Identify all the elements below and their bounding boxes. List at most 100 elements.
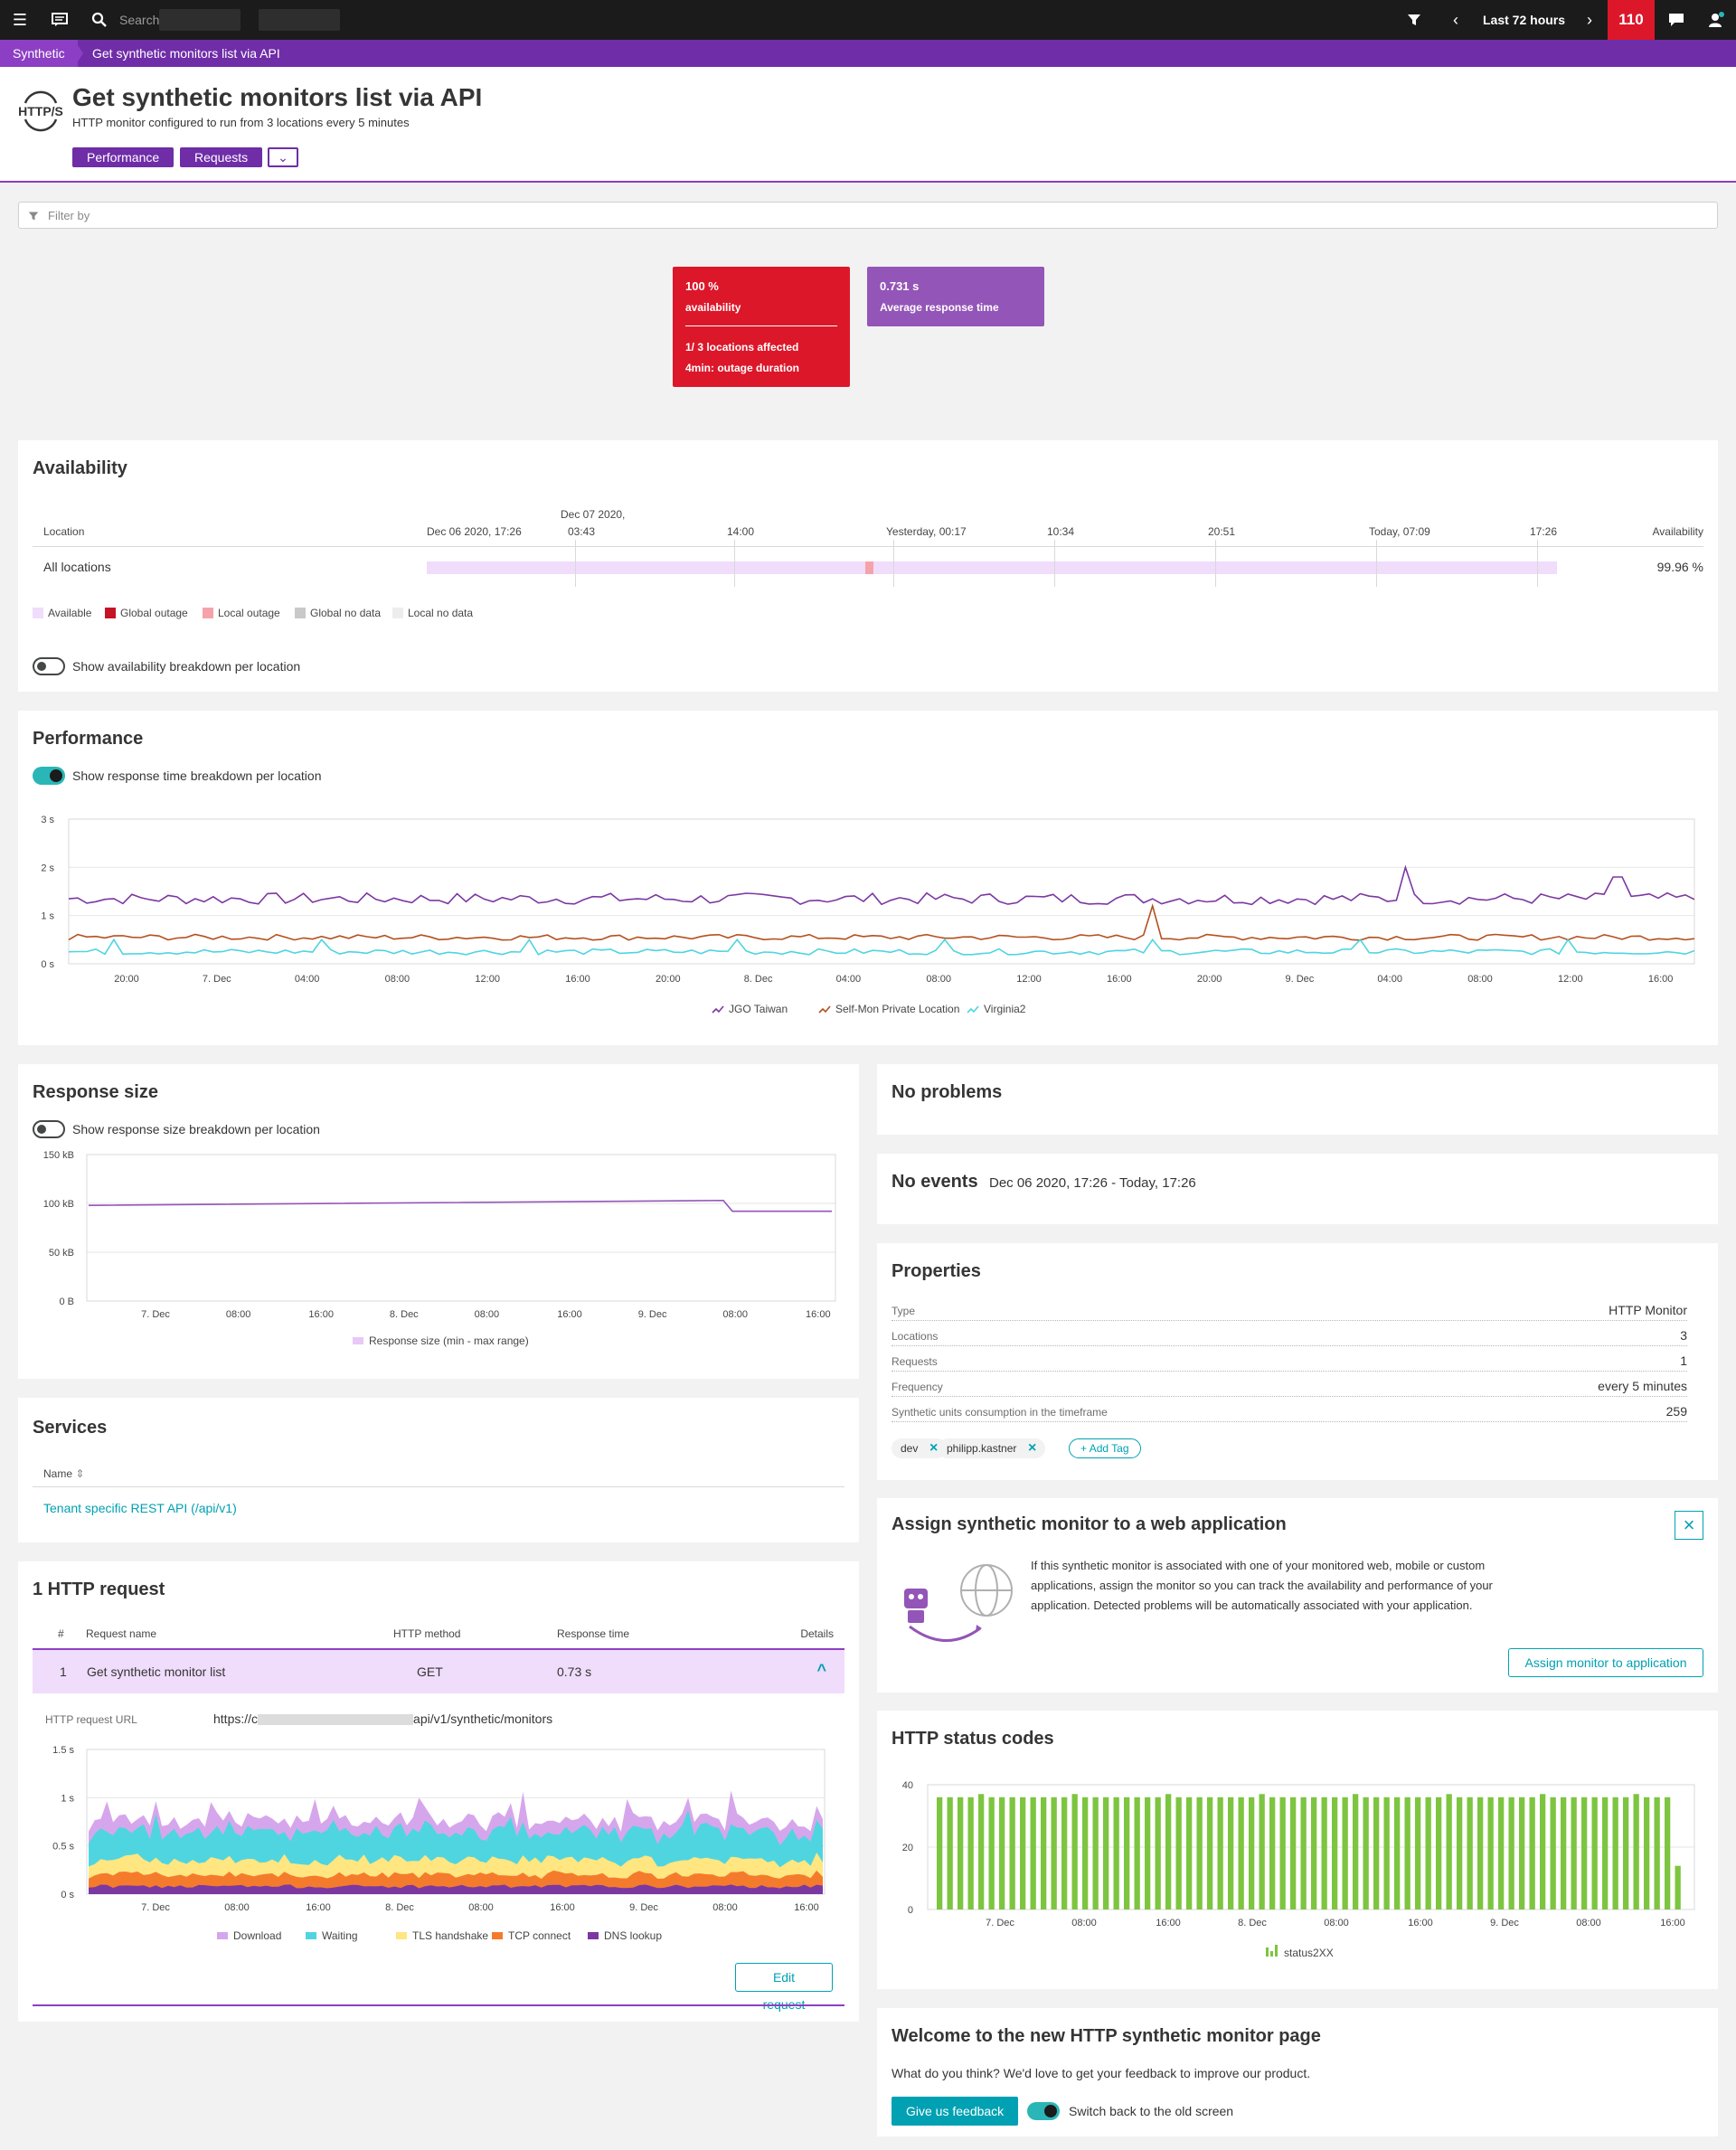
timeline-tick-label: Today, 07:09 bbox=[1369, 525, 1430, 538]
x-tick-label: 20:00 bbox=[1197, 974, 1222, 985]
response-size-panel: Response size Show response size breakdo… bbox=[18, 1064, 859, 1379]
redacted-text bbox=[258, 1714, 414, 1726]
menu-icon[interactable]: ☰ bbox=[12, 10, 28, 29]
give-feedback-button[interactable]: Give us feedback bbox=[892, 2097, 1019, 2126]
status-bar bbox=[1581, 1796, 1588, 1910]
breadcrumb-synthetic[interactable]: Synthetic bbox=[0, 40, 78, 67]
status-bar bbox=[1561, 1796, 1567, 1910]
status-bar bbox=[1446, 1794, 1452, 1910]
timeline-gridline bbox=[1054, 540, 1055, 587]
response-breakdown-toggle[interactable] bbox=[33, 767, 65, 785]
tag-dev[interactable]: dev × bbox=[892, 1438, 948, 1458]
local-outage-segment[interactable] bbox=[865, 561, 873, 574]
chat-icon[interactable] bbox=[47, 0, 72, 40]
legend-item: Global outage bbox=[105, 607, 188, 619]
legend-swatch bbox=[306, 1932, 316, 1939]
close-icon[interactable]: × bbox=[1028, 1440, 1037, 1456]
status-bar bbox=[999, 1796, 1005, 1910]
performance-button[interactable]: Performance bbox=[72, 147, 175, 167]
problems-badge[interactable]: 110 bbox=[1608, 0, 1655, 40]
status-bar bbox=[1487, 1796, 1494, 1910]
availability-value: 100 % bbox=[685, 279, 719, 293]
x-tick-label: 04:00 bbox=[836, 974, 862, 985]
user-icon[interactable] bbox=[1703, 0, 1729, 40]
status-bar bbox=[1404, 1796, 1410, 1910]
chevron-up-icon[interactable]: ^ bbox=[816, 1661, 826, 1679]
search-input[interactable]: Search bbox=[119, 13, 160, 27]
name-column-header[interactable]: Name ⇕ bbox=[43, 1467, 84, 1480]
legend-swatch bbox=[203, 608, 213, 618]
request-row[interactable]: 1 Get synthetic monitor list GET 0.73 s … bbox=[33, 1650, 844, 1693]
requests-button[interactable]: Requests bbox=[180, 147, 263, 167]
status-bar bbox=[1124, 1796, 1130, 1910]
legend-swatch bbox=[396, 1932, 407, 1939]
close-icon[interactable]: × bbox=[929, 1440, 939, 1456]
response-time-tile[interactable]: 0.731 s Average response time bbox=[867, 267, 1044, 326]
status-bar bbox=[1457, 1796, 1463, 1910]
edit-request-button[interactable]: Edit request bbox=[735, 1963, 833, 2012]
old-screen-toggle[interactable] bbox=[1027, 2102, 1060, 2120]
services-title: Services bbox=[33, 1418, 108, 1438]
series-line-0 bbox=[68, 864, 1695, 906]
performance-panel: Performance Show response time breakdown… bbox=[18, 711, 1718, 1045]
message-icon[interactable] bbox=[1664, 0, 1689, 40]
location-header: Location bbox=[43, 525, 85, 538]
tag-label: dev bbox=[901, 1442, 919, 1455]
availability-tile[interactable]: 100 % availability 1/ 3 locations affect… bbox=[673, 267, 850, 387]
divider bbox=[33, 546, 1703, 547]
x-tick-label: 12:00 bbox=[1558, 974, 1583, 985]
col-details: Details bbox=[800, 1627, 834, 1640]
x-tick-label: 08:00 bbox=[1576, 1918, 1601, 1928]
legend-label: Self-Mon Private Location bbox=[835, 1003, 959, 1015]
x-tick-label: 16:00 bbox=[794, 1902, 819, 1913]
add-tag-button[interactable]: + Add Tag bbox=[1069, 1438, 1141, 1458]
response-size-line bbox=[88, 1199, 832, 1212]
legend-label: DNS lookup bbox=[604, 1929, 662, 1942]
http-request-title: 1 HTTP request bbox=[33, 1579, 165, 1599]
y-tick-label: 1 s bbox=[61, 1793, 74, 1804]
y-tick-label: 2 s bbox=[41, 863, 54, 873]
availability-bar[interactable] bbox=[427, 561, 1557, 574]
performance-chart[interactable]: 3 s 2 s 1 s 0 s 20:00 7. Dec 04:00 08:00 12:00 16… bbox=[18, 711, 1718, 1045]
status-bar bbox=[1415, 1796, 1421, 1910]
x-tick-label: 08:00 bbox=[1071, 1918, 1097, 1928]
chevron-left-icon[interactable]: ‹ bbox=[1453, 10, 1458, 29]
x-tick-label: 08:00 bbox=[1324, 1918, 1349, 1928]
response-size-breakdown-toggle[interactable] bbox=[33, 1120, 65, 1138]
timeline-tick-label: 14:00 bbox=[727, 525, 755, 538]
property-value: 3 bbox=[1680, 1328, 1687, 1343]
status-codes-title: HTTP status codes bbox=[892, 1729, 1054, 1749]
url-prefix: https://c bbox=[213, 1712, 259, 1726]
service-link[interactable]: Tenant specific REST API (/api/v1) bbox=[43, 1501, 237, 1515]
legend-label: Available bbox=[48, 607, 92, 619]
tag-philipp-kastner[interactable]: philipp.kastner × bbox=[938, 1438, 1046, 1458]
status-bar bbox=[1467, 1796, 1473, 1910]
breadcrumb-current[interactable]: Get synthetic monitors list via API bbox=[92, 46, 280, 61]
locations-affected: 1/ 3 locations affected bbox=[685, 341, 799, 354]
close-icon[interactable]: × bbox=[1675, 1511, 1703, 1540]
filter-input[interactable]: Filter by bbox=[48, 209, 90, 222]
http-monitor-icon: HTTP/S bbox=[16, 90, 65, 132]
assign-description: If this synthetic monitor is associated … bbox=[1031, 1556, 1493, 1616]
status-codes-chart[interactable]: 40 20 0 7. Dec 08:00 16:00 8. Dec 08:00 16:00 9. … bbox=[877, 1711, 1718, 1989]
legend-swatch bbox=[492, 1932, 503, 1939]
more-actions-button[interactable]: ⌄ bbox=[268, 147, 298, 167]
filter-icon[interactable] bbox=[1401, 0, 1427, 40]
availability-breakdown-toggle[interactable] bbox=[33, 657, 65, 675]
divider bbox=[33, 1486, 844, 1487]
response-size-chart[interactable]: 150 kB 100 kB 50 kB 0 B 7. Dec 08:00 16:00 8. D… bbox=[18, 1064, 859, 1379]
feedback-text: What do you think? We'd love to get your… bbox=[892, 2066, 1311, 2080]
property-value: HTTP Monitor bbox=[1609, 1303, 1687, 1317]
timeframe-selector[interactable]: Last 72 hours bbox=[1483, 13, 1566, 27]
legend-swatch bbox=[392, 608, 403, 618]
status-bar bbox=[1071, 1794, 1078, 1910]
assign-title: Assign synthetic monitor to a web applic… bbox=[892, 1514, 1287, 1534]
chevron-right-icon[interactable]: › bbox=[1587, 10, 1592, 29]
chevron-down-icon: ⌄ bbox=[278, 149, 288, 165]
filter-bar[interactable]: Filter by bbox=[18, 202, 1718, 229]
search-icon[interactable] bbox=[87, 0, 112, 40]
request-breakdown-chart[interactable]: 1.5 s 1 s 0.5 s 0 s 7. Dec 08:00 16:00 8. Dec 08… bbox=[18, 1561, 859, 2022]
timeline-gridline bbox=[575, 540, 576, 587]
assign-monitor-button[interactable]: Assign monitor to application bbox=[1508, 1648, 1703, 1677]
x-tick-label: 16:00 bbox=[1660, 1918, 1685, 1928]
